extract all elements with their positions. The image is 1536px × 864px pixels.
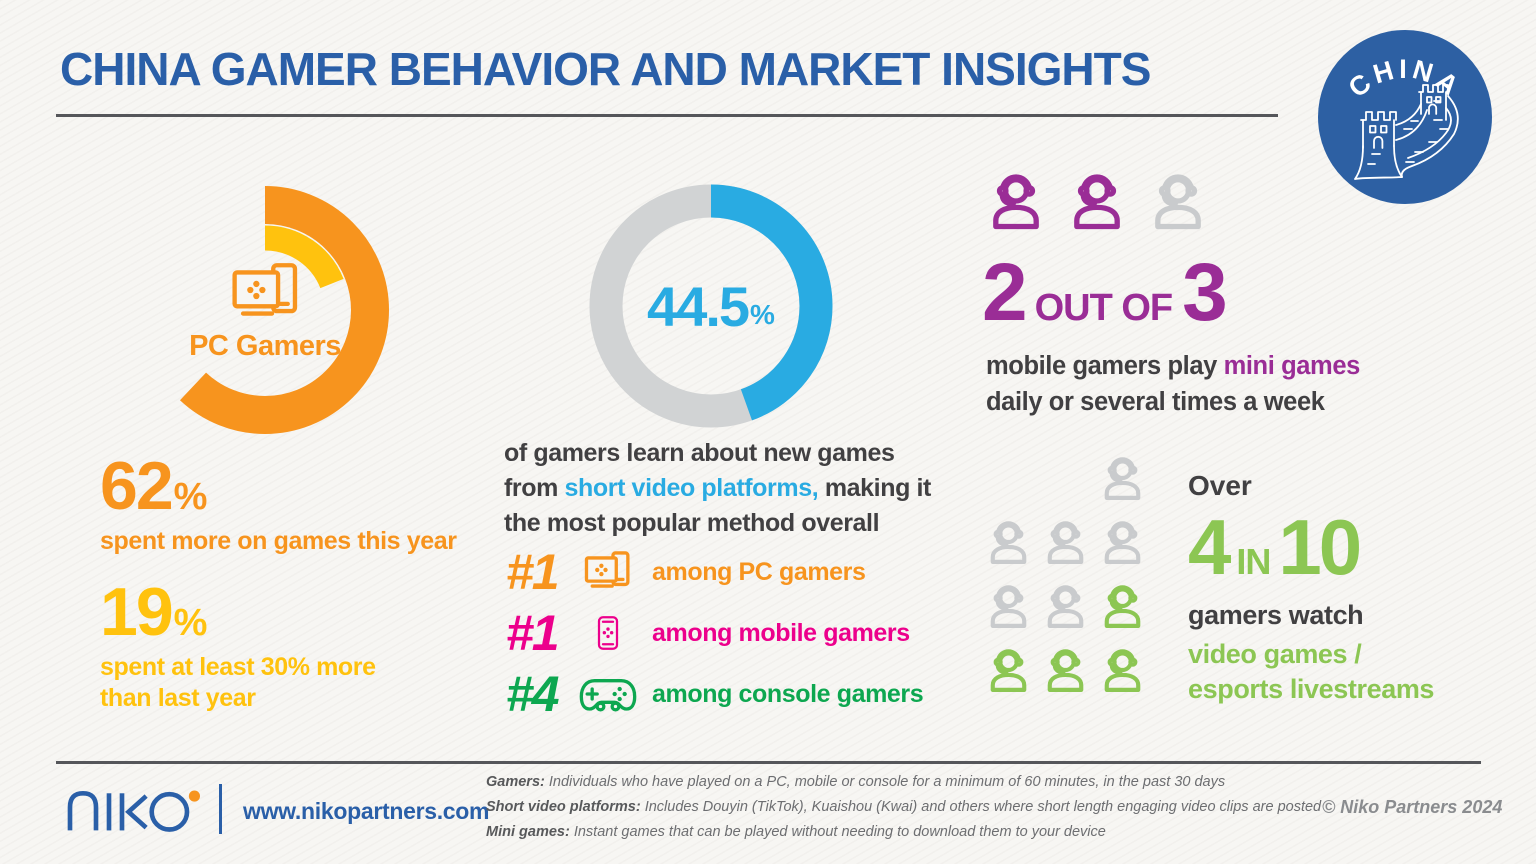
person-headset-icon — [1039, 576, 1092, 636]
platform-rankings: #1 among PC gamers #1 among mobile gamers #4… — [506, 544, 924, 728]
mini-games-description: mobile gamers play mini games daily or s… — [986, 348, 1360, 420]
watch-big1: 4 — [1188, 503, 1231, 591]
discovery-desc-part2: making it the most popular method overal… — [504, 474, 931, 537]
title-underline — [56, 114, 1278, 117]
stat-19-desc-line2: than last year — [100, 683, 256, 712]
mini-desc-part1: mobile gamers play — [986, 352, 1217, 380]
person-headset-icon — [1144, 158, 1212, 244]
pc-gamers-label: PC Gamers — [189, 330, 341, 362]
footnote-label: Gamers: — [486, 774, 549, 790]
ranking-label: among console gamers — [652, 679, 924, 708]
logo-dot — [188, 790, 200, 802]
person-headset-icon — [982, 576, 1035, 636]
footnote-label: Short video platforms: — [486, 798, 645, 815]
person-headset-icon — [1063, 158, 1131, 244]
pictograph-cell — [1096, 512, 1153, 576]
four-in-ten: 4 IN 10 — [1188, 508, 1434, 586]
pictograph-cell — [1039, 512, 1096, 576]
footer-rule — [56, 761, 1481, 764]
person-headset-icon — [1096, 448, 1149, 508]
person-headset-icon — [1096, 640, 1149, 700]
discovery-desc-highlight: short video platforms, — [564, 474, 819, 502]
stat-19-unit: % — [173, 602, 208, 644]
ranking-row: #1 among mobile gamers — [506, 605, 923, 661]
watch-over: Over — [1188, 470, 1252, 501]
stat-62-unit: % — [173, 476, 208, 518]
discovery-description: of gamers learn about new games from sho… — [504, 436, 952, 541]
mini-big2: 3 — [1182, 247, 1228, 338]
mini-desc-part2: daily or several times a week — [986, 388, 1325, 417]
stat-62-value: 62 — [100, 448, 174, 524]
watch-desc-green2: esports livestreams — [1188, 674, 1435, 705]
footnotes: Gamers: Individuals who have played on a… — [486, 770, 1321, 845]
pictograph-cell — [1096, 576, 1153, 640]
pc-gamers-ring-chart — [141, 186, 389, 434]
watch-big2: 10 — [1278, 503, 1362, 591]
stat-19-percent: 19% spent at least 30% more than last ye… — [100, 578, 376, 713]
person-headset-icon — [1039, 640, 1092, 700]
donut-unit: % — [750, 299, 775, 330]
pc-monitor-icon — [581, 548, 635, 596]
short-video-donut-chart — [589, 184, 833, 428]
pictograph-cell — [1039, 448, 1096, 512]
mini-big1: 2 — [982, 247, 1028, 338]
footnote: Gamers: Individuals who have played on a… — [486, 774, 1226, 790]
pc-arc-primary — [141, 186, 389, 434]
stat-19-desc-line1: spent at least 30% more — [100, 653, 376, 681]
ranking-rank: #4 — [506, 666, 560, 722]
niko-logo — [67, 790, 200, 832]
pictograph-cell — [982, 576, 1039, 640]
watch-text-block: Over 4 IN 10 gamers watch video games / … — [1188, 470, 1434, 707]
ranking-rank: #1 — [506, 605, 560, 661]
copyright: © Niko Partners 2024 — [1322, 797, 1503, 817]
pictograph-cell — [1039, 640, 1096, 704]
donut-value: 44.5 — [647, 274, 750, 338]
mini-mid: OUT OF — [1034, 287, 1174, 329]
mini-desc-highlight: mini games — [1223, 352, 1361, 380]
mobile-phone-icon — [590, 607, 626, 659]
pictograph-cell — [1096, 448, 1153, 512]
footnote-label: Mini games: — [486, 823, 574, 840]
watch-mid: IN — [1236, 541, 1271, 582]
great-wall-icon — [1354, 84, 1459, 180]
ranking-label: among mobile gamers — [652, 618, 910, 647]
person-headset-icon — [982, 512, 1035, 572]
ranking-rank: #1 — [506, 544, 560, 600]
pc-arc-secondary — [180, 225, 350, 395]
stat-62-desc: spent more on games this year — [100, 527, 457, 555]
ranking-row: #4 among console gamers — [506, 666, 924, 722]
ranking-label: among PC gamers — [652, 557, 866, 586]
person-headset-icon — [982, 158, 1050, 244]
watch-desc-green1: video games / — [1188, 639, 1362, 669]
page-title: CHINA GAMER BEHAVIOR AND MARKET INSIGHTS — [60, 43, 1151, 95]
website-link[interactable]: www.nikopartners.com — [243, 798, 490, 824]
pictograph-cell — [1039, 576, 1096, 640]
two-out-of-three: 2 OUT OF 3 — [982, 247, 1228, 338]
ranking-row: #1 among PC gamers — [506, 544, 923, 600]
watch-desc-dark: gamers watch — [1188, 600, 1364, 630]
donut-center-label: 44.5 % — [585, 180, 837, 432]
stat-19-value: 19 — [100, 574, 174, 650]
person-headset-icon — [1039, 512, 1092, 572]
pictograph-cell — [982, 512, 1039, 576]
china-badge: CHINA — [1318, 30, 1492, 204]
person-headset-icon — [1096, 576, 1149, 636]
footnote: Short video platforms: Includes Douyin (… — [486, 798, 1322, 815]
gamepad-icon — [578, 673, 638, 715]
person-headset-icon — [1096, 512, 1149, 572]
pictograph-cell — [1096, 640, 1153, 704]
pictograph-cell — [982, 640, 1039, 704]
donut-value-arc — [589, 184, 833, 428]
watch-pictograph-grid — [982, 448, 1153, 704]
footer-divider — [219, 784, 222, 834]
person-headset-icon — [982, 640, 1035, 700]
pictograph-cell — [982, 448, 1039, 512]
mini-games-pictograph — [982, 158, 1212, 244]
stat-62-percent: 62% spent more on games this year — [100, 452, 457, 557]
pc-monitor-icon — [226, 258, 306, 328]
discovery-desc-part1: of gamers learn about new games from — [504, 439, 895, 502]
footnote: Mini games: Instant games that can be pl… — [486, 823, 1106, 840]
